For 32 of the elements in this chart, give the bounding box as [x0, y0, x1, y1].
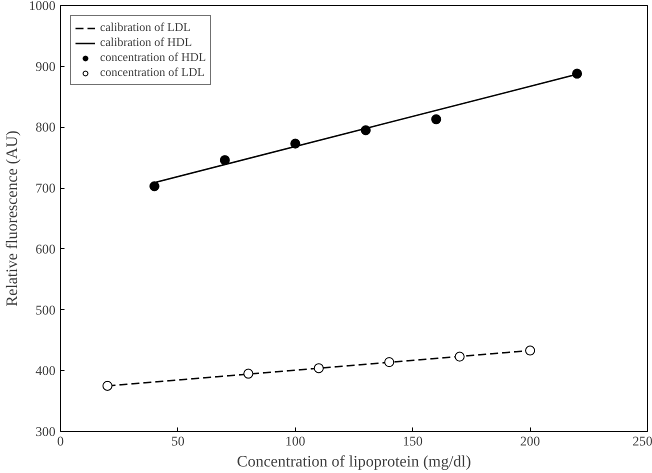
y-tick-label: 300	[36, 424, 56, 439]
legend-label: calibration of HDL	[100, 35, 192, 50]
point	[149, 181, 160, 192]
point	[572, 68, 582, 79]
y-tick-label: 800	[36, 120, 56, 135]
point	[290, 138, 300, 149]
y-tick-label: 900	[36, 58, 56, 74]
y-tick-label: 400	[36, 363, 56, 378]
point	[102, 380, 112, 391]
point	[314, 363, 324, 374]
x-tick-label: 50	[171, 434, 185, 448]
x-tick-label: 0	[57, 434, 64, 448]
x-tick-label: 150	[402, 434, 424, 448]
x-tick-label: 100	[285, 434, 306, 448]
x-tick-label: 200	[520, 434, 540, 448]
x-tick-label: 250	[632, 434, 652, 448]
legend-label: concentration of LDL	[100, 65, 205, 80]
y-tick-label: 600	[36, 241, 56, 256]
point	[525, 346, 536, 356]
point	[360, 125, 371, 136]
y-tick-label: 1000	[28, 0, 56, 13]
legend-label: calibration of LDL	[100, 20, 191, 35]
point	[454, 352, 465, 362]
point	[243, 368, 254, 379]
y-tick-label: 500	[36, 302, 56, 318]
point	[384, 357, 394, 368]
y-tick-label: 700	[36, 180, 56, 196]
point	[431, 114, 442, 124]
x-axis-title: Concentration of lipoprotein (mg/dl)	[236, 454, 472, 470]
point	[220, 155, 230, 166]
y-axis-title: Relative fluorescence (AU)	[4, 130, 21, 306]
legend-label: concentration of HDL	[100, 50, 206, 65]
